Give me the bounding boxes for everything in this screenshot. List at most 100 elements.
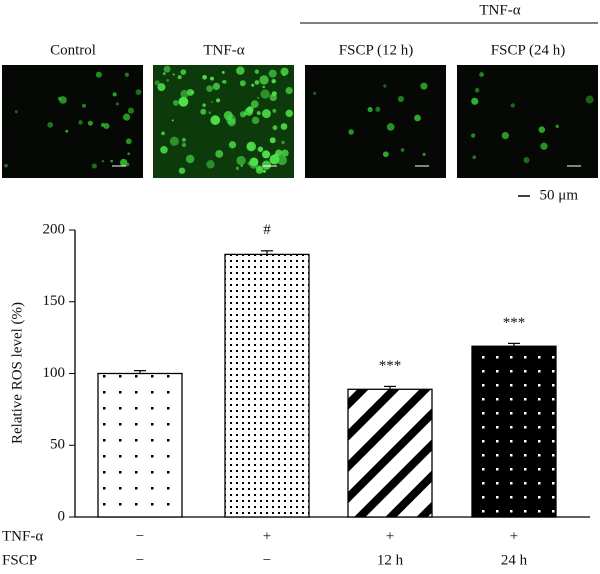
- annotation: ***: [379, 358, 402, 374]
- cell: [166, 79, 170, 82]
- cell: [181, 142, 187, 148]
- panel-label: TNF-α: [203, 42, 244, 58]
- cell: [212, 82, 221, 91]
- cell: [414, 114, 421, 122]
- cell: [262, 85, 266, 89]
- cell: [255, 166, 264, 174]
- cell: [87, 120, 93, 126]
- y-tick-label: 50: [50, 437, 65, 453]
- cell: [135, 89, 142, 95]
- row-value: 24 h: [501, 552, 528, 568]
- cell: [115, 102, 119, 106]
- cell: [210, 115, 221, 125]
- cell: [281, 149, 289, 157]
- cell: [221, 70, 225, 74]
- cell: [186, 88, 194, 96]
- cell: [180, 89, 189, 99]
- cell: [285, 109, 293, 118]
- cell: [277, 155, 287, 166]
- row-value: +: [263, 528, 271, 544]
- cell: [154, 80, 160, 86]
- row-value: −: [136, 552, 144, 568]
- cell: [249, 159, 259, 169]
- scale-bar-label: 50 μm: [540, 187, 579, 203]
- cell: [47, 121, 54, 128]
- cell: [400, 148, 405, 152]
- cell: [254, 69, 260, 74]
- cell: [180, 69, 187, 76]
- cell: [260, 89, 270, 99]
- cell: [127, 152, 131, 156]
- cell: [470, 133, 476, 138]
- cell: [256, 111, 261, 116]
- cell: [169, 136, 179, 146]
- cell: [14, 110, 18, 114]
- bar: [347, 388, 433, 518]
- cell: [202, 74, 207, 80]
- cell: [261, 109, 271, 119]
- cell: [422, 152, 426, 157]
- cell: [382, 151, 389, 158]
- cell: [82, 103, 87, 108]
- cell: [501, 131, 509, 140]
- cell: [236, 155, 246, 166]
- y-tick-label: 150: [43, 293, 66, 309]
- cell: [272, 125, 278, 131]
- cell: [272, 108, 277, 113]
- panel-label: Control: [50, 42, 96, 58]
- cell: [206, 160, 215, 169]
- cell: [181, 137, 186, 142]
- cell: [538, 126, 546, 133]
- bar: [97, 372, 183, 518]
- cell: [257, 96, 260, 99]
- cell: [271, 78, 276, 84]
- row-value: −: [136, 528, 144, 544]
- cell: [348, 129, 354, 135]
- cell: [172, 100, 179, 106]
- cell: [112, 92, 117, 97]
- cell: [397, 95, 405, 103]
- cell: [206, 85, 213, 93]
- cell: [254, 80, 260, 85]
- cell: [172, 73, 175, 76]
- cell: [285, 87, 293, 95]
- cell: [215, 149, 224, 158]
- cell: [157, 83, 166, 92]
- group-label: TNF-α: [479, 2, 520, 18]
- cell: [239, 80, 246, 87]
- cell: [555, 124, 559, 129]
- cell: [101, 159, 105, 163]
- cell: [125, 138, 132, 145]
- panel-label: FSCP (24 h): [491, 42, 565, 58]
- y-tick-label: 200: [43, 221, 66, 237]
- row-value: −: [263, 552, 271, 568]
- cell: [375, 106, 381, 112]
- cell: [280, 123, 288, 130]
- cell: [259, 75, 269, 85]
- cell: [124, 72, 129, 77]
- cell: [223, 111, 233, 121]
- cell: [261, 160, 272, 170]
- cell: [210, 76, 214, 81]
- cell: [208, 111, 212, 114]
- cell: [386, 123, 395, 131]
- cell: [313, 91, 317, 95]
- cell: [178, 167, 186, 174]
- cell: [122, 113, 131, 121]
- bar: [224, 253, 310, 518]
- cell: [367, 106, 373, 113]
- cell: [268, 69, 277, 78]
- cell: [251, 116, 260, 125]
- cell: [127, 107, 135, 114]
- cell: [262, 169, 267, 173]
- cell: [171, 119, 174, 122]
- cell: [251, 83, 255, 87]
- row-value: 12 h: [377, 552, 404, 568]
- cell: [282, 73, 286, 77]
- cell: [221, 80, 225, 84]
- y-tick-label: 100: [43, 365, 66, 381]
- micrograph: [2, 65, 143, 178]
- panel-label: FSCP (12 h): [339, 42, 413, 58]
- cell: [78, 120, 83, 125]
